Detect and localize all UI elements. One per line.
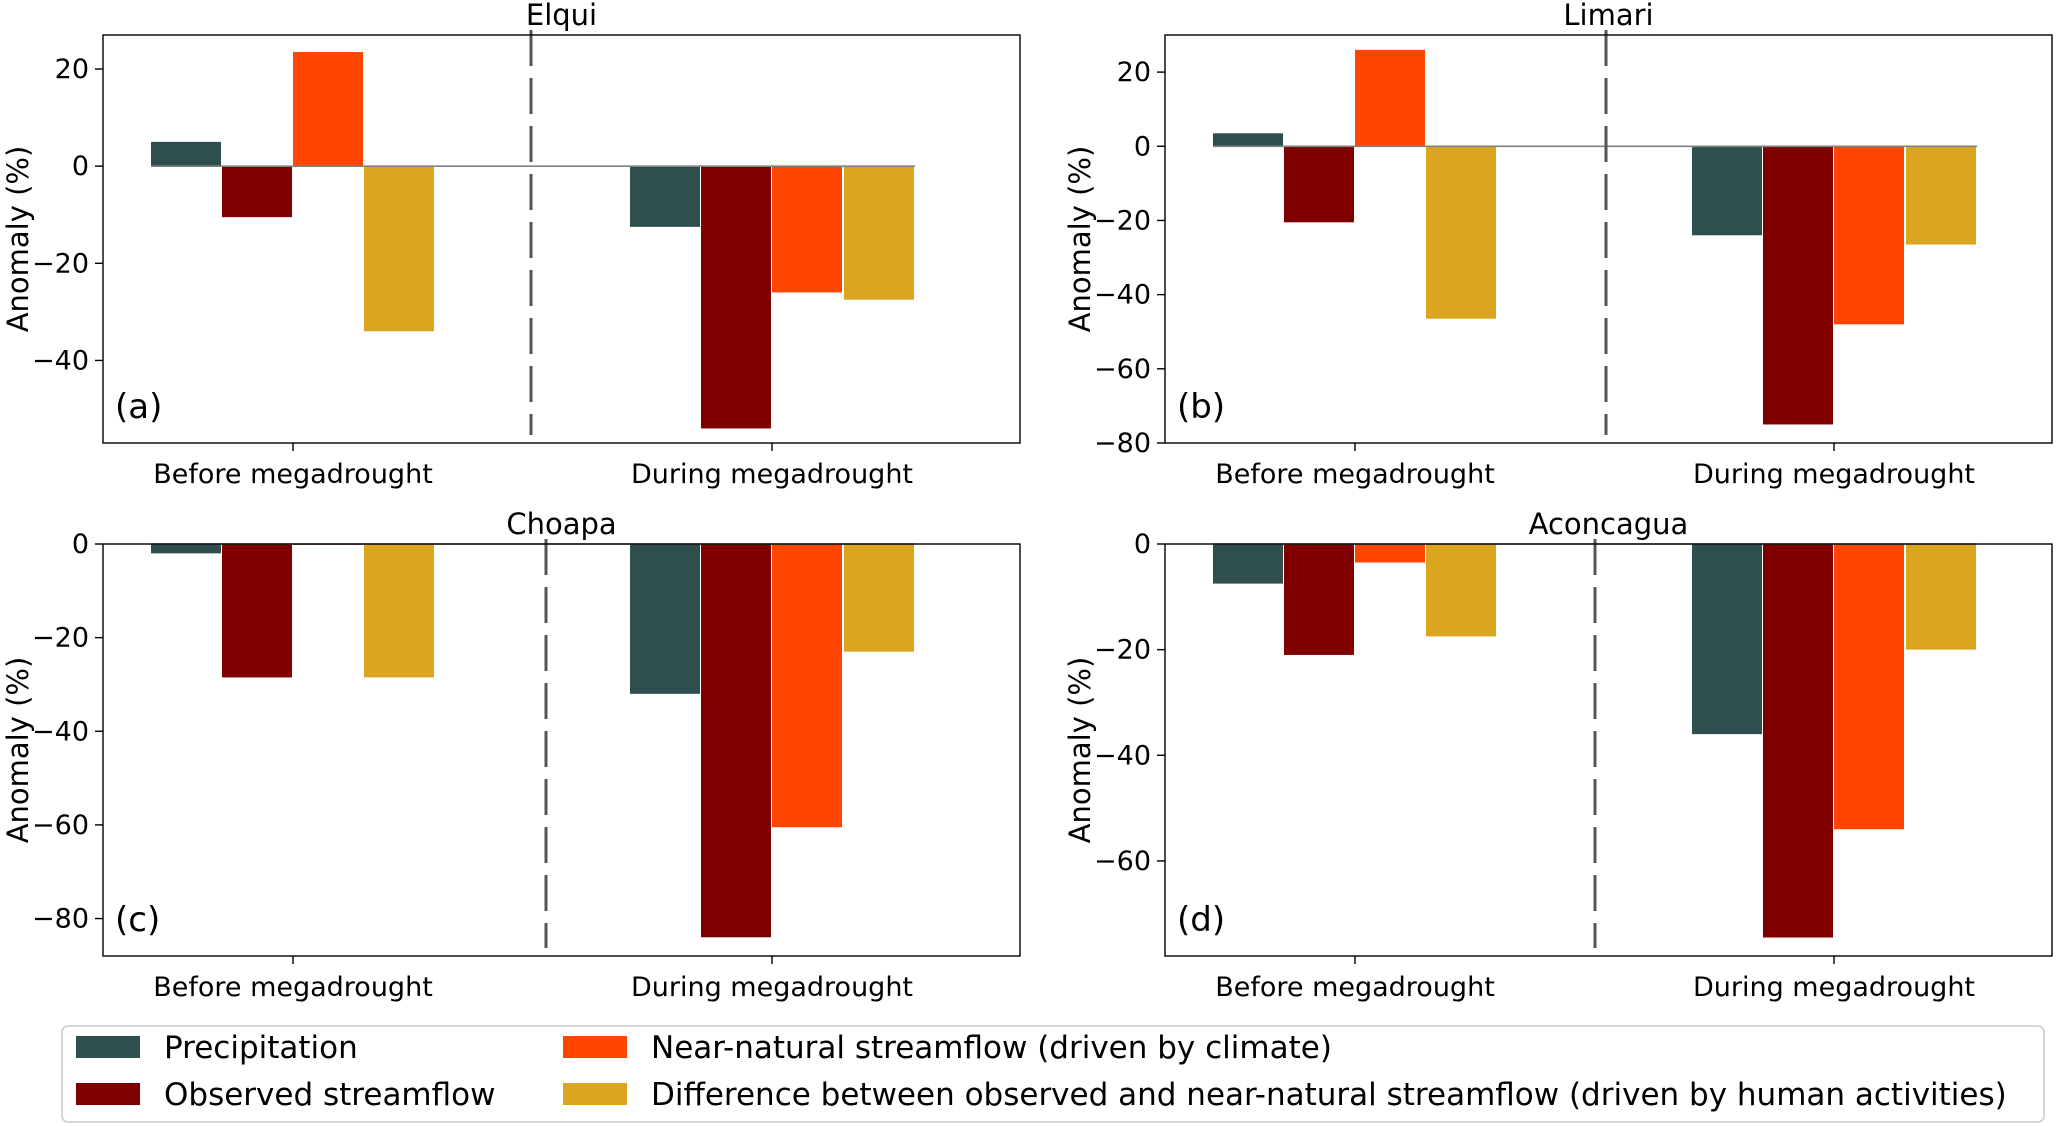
y-tick-label: −80 bbox=[1094, 428, 1151, 459]
panel-title: Choapa bbox=[506, 507, 616, 541]
bar-elqui-difference-between-obser-before-megadrought bbox=[364, 166, 434, 332]
bar-elqui-difference-between-obser-during-megadrought bbox=[844, 166, 914, 300]
legend-label-precipitation: Precipitation bbox=[164, 1030, 358, 1066]
bar-limari-observed-streamflow-during-megadrought bbox=[1763, 146, 1833, 425]
bar-limari-difference-between-obser-during-megadrought bbox=[1906, 146, 1976, 245]
bar-elqui-near-natural-streamflow--before-megadrought bbox=[293, 52, 363, 167]
bar-elqui-near-natural-streamflow--during-megadrought bbox=[772, 166, 842, 293]
bar-choapa-precipitation-during-megadrought bbox=[630, 544, 700, 694]
panel-limari: 20 0 −20 −40 −60 −80 Before megadrought During … bbox=[1063, 0, 2053, 490]
y-tick-label: −20 bbox=[1094, 635, 1151, 666]
bar-choapa-difference-between-obser-before-megadrought bbox=[364, 544, 434, 678]
bar-aconcagua-observed-streamflow-during-megadrought bbox=[1763, 544, 1833, 938]
bar-limari-precipitation-during-megadrought bbox=[1692, 146, 1762, 236]
plot-frame bbox=[102, 543, 1021, 957]
legend-label-observed-streamflow: Observed streamflow bbox=[164, 1077, 495, 1113]
y-tick-label: −60 bbox=[1094, 846, 1151, 877]
panel-title: Limari bbox=[1563, 0, 1653, 32]
x-tick-label: Before megadrought bbox=[1215, 972, 1495, 1003]
plot-frame bbox=[102, 34, 1021, 444]
y-tick-label: −40 bbox=[1094, 740, 1151, 771]
x-tick-label: During megadrought bbox=[631, 972, 913, 1003]
y-tick-label: 20 bbox=[1117, 57, 1151, 88]
plot-frame bbox=[1164, 34, 2053, 444]
bar-limari-near-natural-streamflow--during-megadrought bbox=[1834, 146, 1904, 325]
panel-aconcagua: 0 −20 −40 −60 Before megadrought During megad… bbox=[1063, 507, 2053, 1003]
legend-swatch-observed-streamflow bbox=[76, 1083, 140, 1105]
y-tick-label: −40 bbox=[32, 716, 89, 747]
panel-title: Aconcagua bbox=[1529, 507, 1689, 541]
x-tick-label: During megadrought bbox=[1693, 972, 1975, 1003]
x-tick-label: During megadrought bbox=[631, 459, 913, 490]
bar-choapa-observed-streamflow-during-megadrought bbox=[701, 544, 771, 938]
y-tick-label: 0 bbox=[72, 529, 89, 560]
x-tick-label: Before megadrought bbox=[153, 459, 433, 490]
bar-elqui-observed-streamflow-during-megadrought bbox=[701, 166, 771, 429]
y-axis-label: Anomaly (%) bbox=[1063, 657, 1097, 844]
panel-title: Elqui bbox=[526, 0, 597, 32]
y-tick-label: −20 bbox=[32, 623, 89, 654]
bar-aconcagua-difference-between-obser-during-megadrought bbox=[1906, 544, 1976, 650]
panel-label: (c) bbox=[115, 900, 160, 940]
x-tick-label: Before megadrought bbox=[153, 972, 433, 1003]
panel-label: (a) bbox=[115, 387, 162, 427]
panel-elqui: 20 0 −20 −40 Before megadrought During megadr… bbox=[1, 0, 1021, 490]
y-axis-label: Anomaly (%) bbox=[1063, 146, 1097, 333]
legend-box bbox=[61, 1025, 2045, 1123]
bar-aconcagua-observed-streamflow-before-megadrought bbox=[1284, 544, 1354, 655]
bar-limari-difference-between-obser-before-megadrought bbox=[1426, 146, 1496, 319]
bar-elqui-precipitation-during-megadrought bbox=[630, 166, 700, 227]
legend-swatch-difference-between-obser bbox=[563, 1083, 627, 1105]
plot-frame bbox=[1164, 543, 2053, 957]
bar-aconcagua-precipitation-during-megadrought bbox=[1692, 544, 1762, 735]
y-tick-label: 0 bbox=[72, 151, 89, 182]
y-axis-label: Anomaly (%) bbox=[1, 657, 35, 844]
legend-label-difference-between-obser: Difference between observed and near-nat… bbox=[651, 1077, 2007, 1113]
y-tick-label: −60 bbox=[1094, 354, 1151, 385]
bar-choapa-precipitation-before-megadrought bbox=[151, 544, 221, 554]
bar-limari-observed-streamflow-before-megadrought bbox=[1284, 146, 1354, 223]
bar-elqui-observed-streamflow-before-megadrought bbox=[222, 166, 292, 218]
y-tick-label: 0 bbox=[1134, 529, 1151, 560]
y-tick-label: 20 bbox=[55, 54, 89, 85]
bar-choapa-difference-between-obser-during-megadrought bbox=[844, 544, 914, 652]
bar-elqui-precipitation-before-megadrought bbox=[151, 141, 221, 167]
panel-label: (d) bbox=[1177, 900, 1225, 940]
x-tick-label: During megadrought bbox=[1693, 459, 1975, 490]
y-tick-label: −40 bbox=[1094, 280, 1151, 311]
y-tick-label: 0 bbox=[1134, 131, 1151, 162]
bar-limari-near-natural-streamflow--before-megadrought bbox=[1355, 49, 1425, 147]
bar-aconcagua-near-natural-streamflow--before-megadrought bbox=[1355, 544, 1425, 563]
y-tick-label: −80 bbox=[32, 904, 89, 935]
y-tick-label: −60 bbox=[32, 810, 89, 841]
legend-label-near-natural-streamflow-: Near-natural streamflow (driven by clima… bbox=[651, 1030, 1332, 1066]
bar-choapa-near-natural-streamflow--during-megadrought bbox=[772, 544, 842, 828]
legend-swatch-precipitation bbox=[76, 1036, 140, 1058]
y-tick-label: −40 bbox=[32, 345, 89, 376]
bar-aconcagua-near-natural-streamflow--during-megadrought bbox=[1834, 544, 1904, 830]
panel-label: (b) bbox=[1177, 387, 1225, 427]
bar-choapa-observed-streamflow-before-megadrought bbox=[222, 544, 292, 678]
x-tick-label: Before megadrought bbox=[1215, 459, 1495, 490]
y-axis-label: Anomaly (%) bbox=[1, 146, 35, 333]
y-tick-label: −20 bbox=[32, 248, 89, 279]
bar-aconcagua-precipitation-before-megadrought bbox=[1213, 544, 1283, 584]
bar-aconcagua-difference-between-obser-before-megadrought bbox=[1426, 544, 1496, 637]
legend: Precipitation Observed streamflow Near-nat… bbox=[61, 1025, 2045, 1123]
panel-choapa: 0 −20 −40 −60 −80 Before megadrought During me… bbox=[1, 507, 1021, 1003]
legend-swatch-near-natural-streamflow- bbox=[563, 1036, 627, 1058]
bar-limari-precipitation-before-megadrought bbox=[1213, 133, 1283, 147]
y-tick-label: −20 bbox=[1094, 205, 1151, 236]
